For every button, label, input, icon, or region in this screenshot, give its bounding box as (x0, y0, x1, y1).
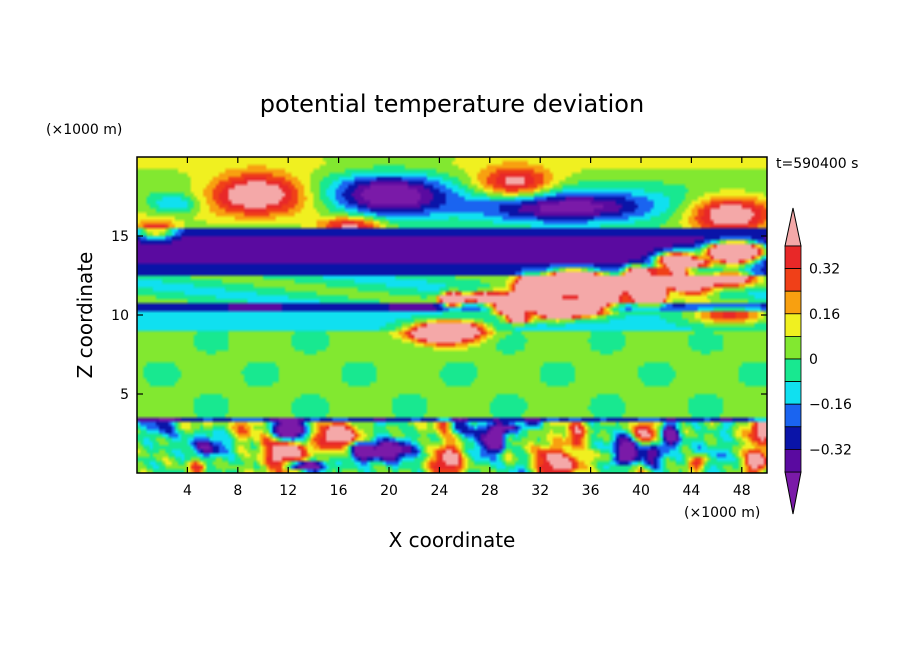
x-tick-label: 12 (279, 483, 297, 499)
x-unit-label: (×1000 m) (684, 505, 760, 521)
x-tick-label: 48 (733, 483, 751, 499)
y-tick-label: 10 (111, 308, 129, 324)
colorbar-extend-max (784, 207, 802, 247)
x-tick-label: 44 (682, 483, 700, 499)
plot-area (137, 157, 767, 473)
x-tick-label: 20 (380, 483, 398, 499)
colorbar-tick-label: 0 (809, 352, 818, 368)
x-tick-label: 36 (582, 483, 600, 499)
colorbar-segment (784, 290, 802, 315)
colorbar-segment (784, 245, 802, 270)
colorbar-segment (784, 358, 802, 383)
x-axis-label: X coordinate (389, 528, 516, 552)
x-tick-label: 16 (330, 483, 348, 499)
x-tick-label: 40 (632, 483, 650, 499)
colorbar-segment (784, 381, 802, 405)
colorbar-segment (784, 426, 802, 450)
colorbar-segment (784, 313, 802, 337)
x-tick-label: 8 (233, 483, 242, 499)
x-tick-label: 32 (531, 483, 549, 499)
colorbar-segment (784, 268, 802, 292)
x-tick-label: 24 (430, 483, 448, 499)
colorbar-tick-label: 0.16 (809, 307, 840, 323)
colorbar: 0.32 0.16 0 −0.16 −0.32 (784, 207, 852, 515)
y-unit-label: (×1000 m) (46, 122, 122, 138)
y-tick-label: 5 (120, 387, 129, 403)
x-tick-label: 28 (481, 483, 499, 499)
colorbar-tick-label: 0.32 (809, 262, 840, 278)
x-tick-label: 4 (183, 483, 192, 499)
colorbar-tick-label: −0.32 (809, 442, 852, 458)
field-image (137, 157, 767, 473)
colorbar-tick-label: −0.16 (809, 397, 852, 413)
y-axis: 5 10 15 (111, 229, 767, 403)
colorbar-segment (784, 403, 802, 428)
colorbar-segment (784, 335, 802, 360)
time-label: t=590400 s (776, 156, 858, 172)
chart-title: potential temperature deviation (260, 90, 644, 118)
y-axis-label: Z coordinate (73, 252, 97, 379)
colorbar-extend-min (784, 471, 802, 515)
y-tick-label: 15 (111, 229, 129, 245)
colorbar-segment (784, 448, 802, 473)
x-axis: 4 8 12 16 20 24 28 32 36 40 44 48 (183, 157, 751, 499)
